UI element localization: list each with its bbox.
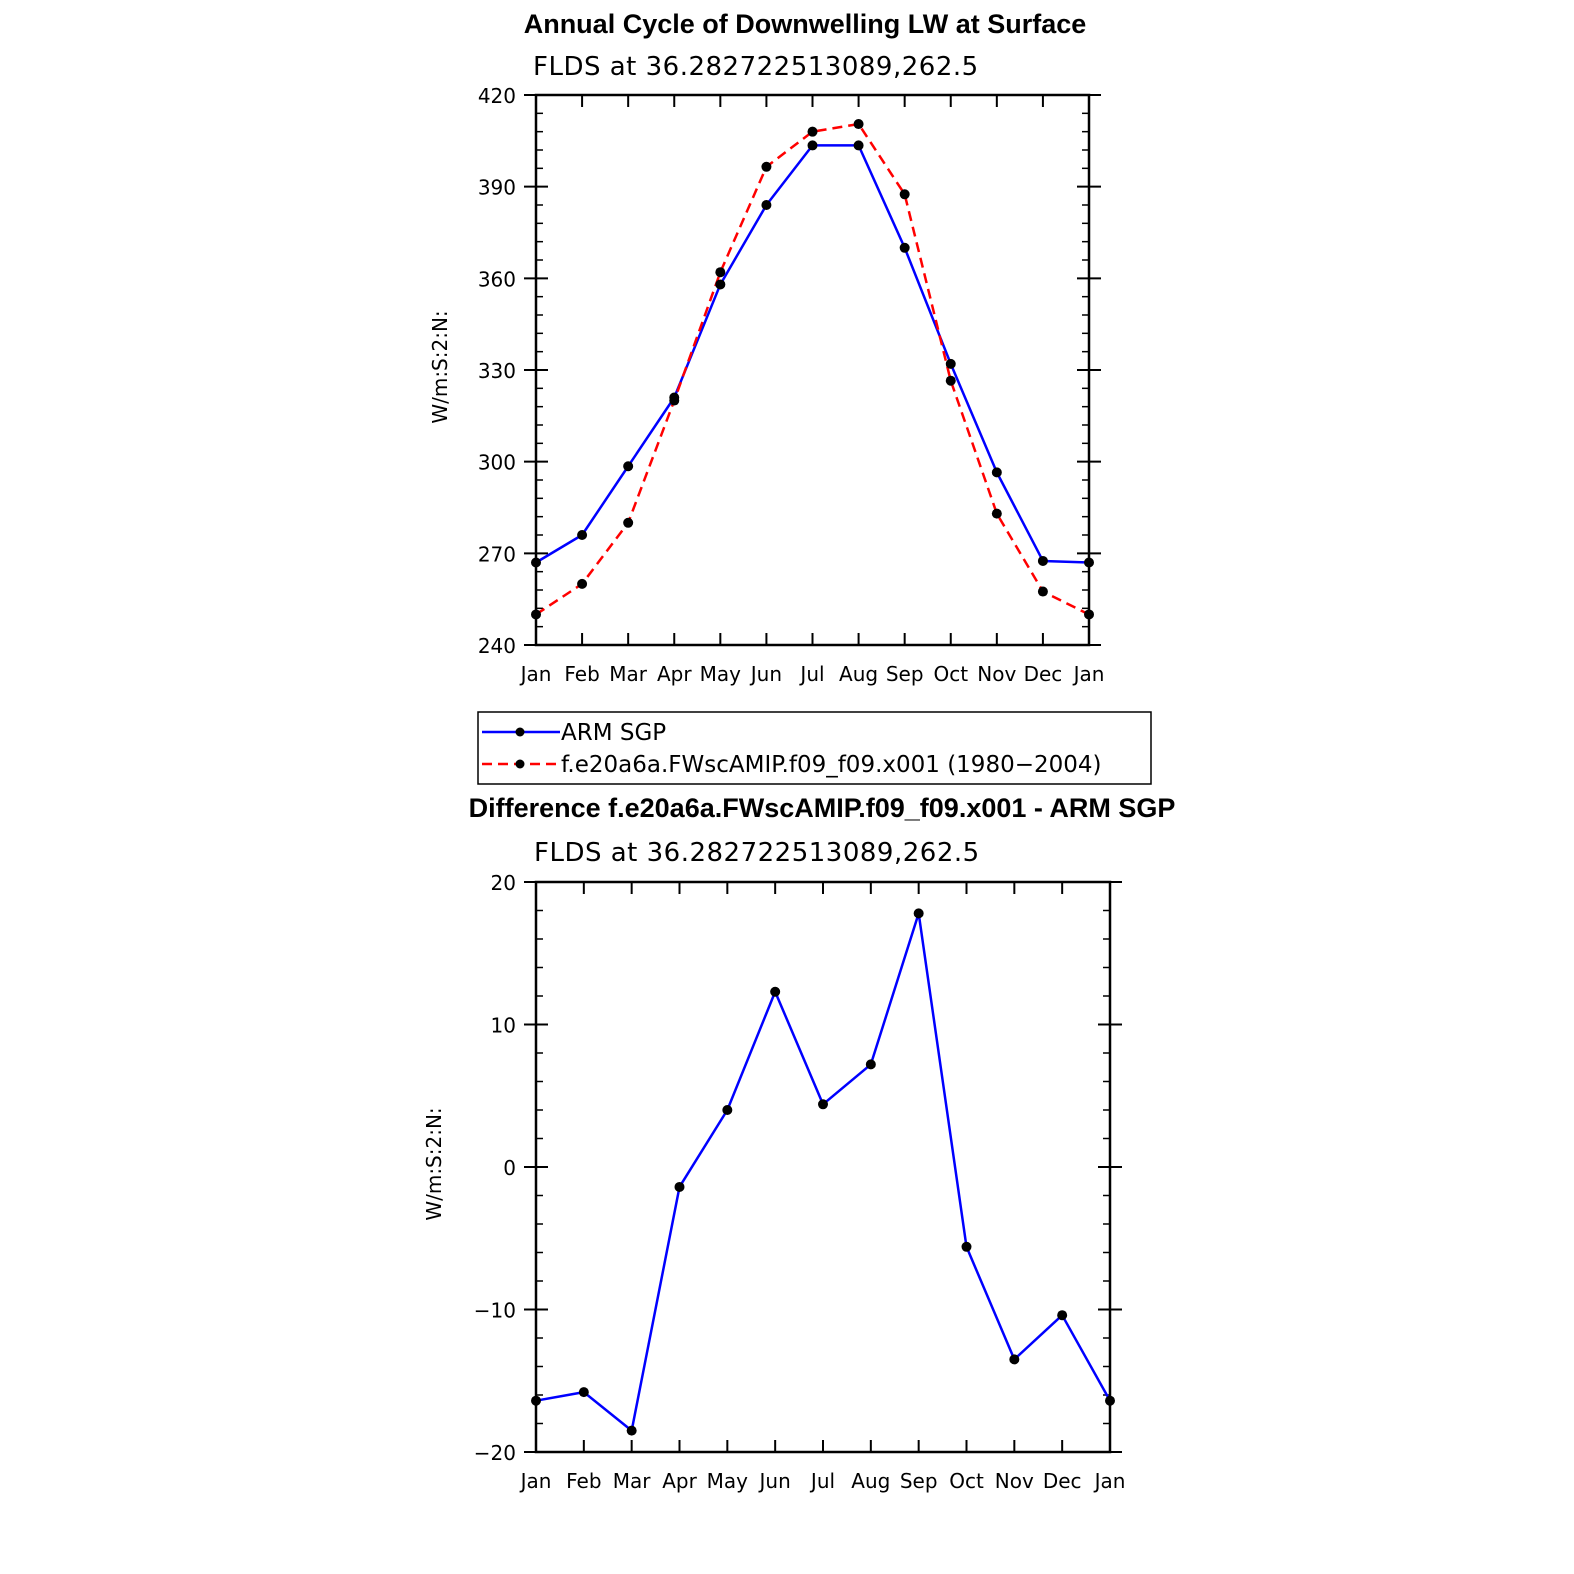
chart1-y-axis-label: W/m:S:2:N: — [428, 310, 452, 423]
x-tick-label: Nov — [977, 662, 1016, 686]
series-0-point — [626, 1425, 637, 1436]
chart1-tick-labels: Jan Feb Mar Apr May Jun Jul Aug Sep Oct Nov Dec Jan2… — [478, 84, 1105, 686]
series-line-0 — [535, 144, 1090, 564]
x-tick-label: May — [700, 662, 742, 686]
difference-chart: Difference f.e20a6a.FWscAMIP.f09_f09.x00… — [422, 793, 1175, 1493]
y-tick-label: 300 — [478, 451, 516, 475]
y-tick-label: 20 — [491, 871, 516, 895]
series-0-point — [853, 140, 864, 151]
series-0-point — [1057, 1310, 1068, 1321]
y-tick-label: −10 — [474, 1299, 516, 1323]
legend-label-arm-sgp: ARM SGP — [561, 720, 666, 746]
legend-label-model: f.e20a6a.FWscAMIP.f09_f09.x001 (1980−200… — [561, 752, 1102, 778]
chart2-y-axis-label: W/m:S:2:N: — [422, 1107, 446, 1220]
series-0-point — [722, 1105, 733, 1115]
series-1-point — [991, 508, 1002, 519]
x-tick-label: Dec — [1043, 1469, 1082, 1493]
chart2-axes — [524, 881, 1122, 1453]
x-tick-label: Sep — [886, 662, 924, 686]
x-tick-label: Sep — [900, 1469, 938, 1493]
legend-entry-arm-sgp: ARM SGP — [482, 720, 666, 746]
x-tick-label: Jan — [1072, 662, 1105, 686]
chart2-plot-frame — [534, 880, 1112, 1454]
x-tick-label: Feb — [564, 662, 599, 686]
x-tick-label: Jun — [758, 1469, 791, 1493]
series-0-point — [577, 530, 588, 540]
y-tick-label: 360 — [478, 267, 516, 291]
series-1-point — [807, 126, 818, 137]
x-tick-label: Aug — [839, 662, 878, 686]
chart1-title: Annual Cycle of Downwelling LW at Surfac… — [524, 9, 1087, 39]
y-tick-label: 330 — [478, 359, 516, 383]
series-1-point — [1037, 586, 1048, 597]
chart2-series — [531, 908, 1115, 1436]
chart1-series — [531, 119, 1094, 620]
x-tick-label: Aug — [851, 1469, 890, 1493]
series-1-point — [669, 395, 680, 406]
series-1-point — [945, 375, 956, 386]
series-0-point — [715, 279, 726, 290]
x-tick-label: Jul — [798, 662, 824, 686]
x-tick-label: Mar — [613, 1469, 652, 1493]
series-0-point — [807, 140, 818, 151]
chart1-plot-frame — [534, 93, 1091, 647]
series-0-point — [1009, 1354, 1020, 1365]
series-0-point — [818, 1099, 828, 1110]
y-tick-label: 10 — [491, 1014, 516, 1038]
series-0-point — [899, 242, 910, 253]
legend-entry-model: f.e20a6a.FWscAMIP.f09_f09.x001 (1980−200… — [482, 752, 1102, 778]
series-0-point — [991, 467, 1002, 478]
series-0-point — [623, 461, 634, 472]
x-tick-label: Nov — [995, 1469, 1034, 1493]
y-tick-label: 0 — [503, 1156, 516, 1180]
x-tick-label: Apr — [662, 1469, 697, 1493]
chart1-legend: ARM SGP f.e20a6a.FWscAMIP.f09_f09.x001 (… — [477, 711, 1152, 785]
series-1-point — [577, 578, 588, 589]
series-line-1 — [535, 122, 1090, 616]
chart2-title: Difference f.e20a6a.FWscAMIP.f09_f09.x00… — [469, 793, 1176, 823]
series-1-point — [899, 189, 910, 200]
x-tick-label: Jan — [1093, 1469, 1126, 1493]
chart2-subtitle: FLDS at 36.282722513089,262.5 — [534, 838, 980, 868]
chart1-axes — [524, 94, 1101, 646]
legend-box — [477, 711, 1152, 785]
x-tick-label: Oct — [933, 662, 968, 686]
y-tick-label: 270 — [478, 542, 516, 566]
y-tick-label: 240 — [478, 634, 516, 658]
series-0-point — [961, 1241, 972, 1252]
x-tick-label: May — [707, 1469, 749, 1493]
series-0-point — [1037, 555, 1048, 566]
series-1-point — [853, 119, 864, 130]
x-tick-label: Jan — [519, 662, 552, 686]
y-tick-label: 390 — [478, 176, 516, 200]
y-tick-label: −20 — [474, 1441, 516, 1465]
x-tick-label: Mar — [609, 662, 648, 686]
chart2-tick-labels: Jan Feb Mar Apr May Jun Jul Aug Sep Oct Nov Dec Jan−… — [474, 871, 1126, 1493]
legend-marker-arm-sgp — [515, 727, 525, 737]
series-1-point — [623, 517, 634, 528]
y-tick-label: 420 — [478, 84, 516, 108]
x-tick-label: Apr — [657, 662, 692, 686]
series-1-point — [761, 161, 772, 172]
x-tick-label: Jan — [519, 1469, 552, 1493]
x-tick-label: Jun — [749, 662, 782, 686]
series-0-point — [761, 200, 772, 210]
x-tick-label: Oct — [949, 1469, 984, 1493]
x-tick-label: Feb — [566, 1469, 601, 1493]
series-0-point — [674, 1181, 685, 1192]
x-tick-label: Jul — [809, 1469, 835, 1493]
series-1-point — [715, 267, 726, 278]
x-tick-label: Dec — [1024, 662, 1063, 686]
legend-marker-model — [515, 759, 525, 769]
chart1-subtitle: FLDS at 36.282722513089,262.5 — [533, 52, 979, 82]
series-0-point — [913, 908, 924, 919]
series-line-0 — [535, 912, 1112, 1432]
annual-cycle-chart: Annual Cycle of Downwelling LW at Surfac… — [428, 9, 1104, 686]
series-0-point — [578, 1387, 589, 1398]
series-0-point — [865, 1059, 876, 1070]
series-0-point — [770, 986, 781, 997]
series-0-point — [945, 358, 956, 369]
